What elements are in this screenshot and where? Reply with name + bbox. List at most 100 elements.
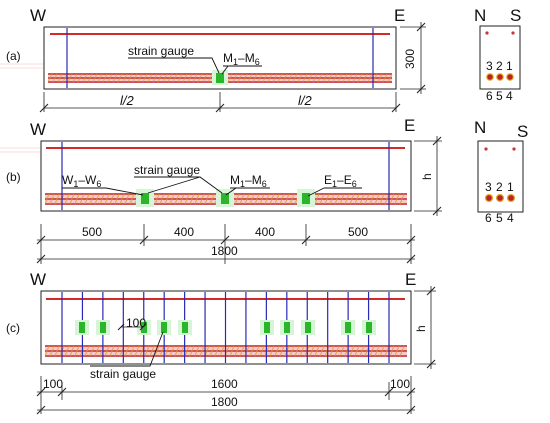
bar-hatch-line <box>177 73 183 83</box>
bar-hatch-line <box>299 345 305 357</box>
panel-c-strain-gauge <box>284 322 290 333</box>
panel-b-mid-leader <box>225 187 270 196</box>
bar-hatch-line <box>87 73 93 83</box>
bar-hatch-line <box>74 193 80 205</box>
bar-hatch-line <box>204 345 210 357</box>
panel-b-west-label: W <box>30 120 46 139</box>
bar-hatch-line <box>339 345 345 357</box>
bar-hatch-line <box>264 345 270 357</box>
panel-b-bar-number: 4 <box>507 211 514 225</box>
panel-c-strain-gauge <box>345 322 351 333</box>
bar-hatch-line <box>129 193 135 205</box>
panel-b: W E (b) strain gauge W1–W6 M1–M6 E1–E6 <box>0 116 528 264</box>
panel-b-west-gauge <box>141 193 149 204</box>
bar-hatch-line <box>362 73 368 83</box>
panel-a-west-label: W <box>30 6 46 25</box>
panel-b-total-tick <box>36 254 46 264</box>
bar-hatch-line <box>179 345 185 357</box>
panel-a-group-leader <box>221 65 262 75</box>
bar-hatch-line <box>294 345 300 357</box>
panel-b-section-top-bar <box>512 147 516 151</box>
panel-b-bar-number: 6 <box>485 211 492 225</box>
bar-hatch-line <box>247 73 253 83</box>
bar-hatch-line <box>367 73 373 83</box>
bar-hatch-line <box>164 193 170 205</box>
bar-hatch-line <box>379 345 385 357</box>
bar-hatch-line <box>374 193 380 205</box>
bar-hatch-line <box>372 73 378 83</box>
panel-c-segment-tick <box>57 387 67 397</box>
bar-hatch-line <box>84 193 90 205</box>
bar-hatch-line <box>119 193 125 205</box>
bar-hatch-line <box>249 345 255 357</box>
bar-hatch-line <box>357 73 363 83</box>
bar-hatch-line <box>54 345 60 357</box>
bar-hatch-line <box>394 193 400 205</box>
bar-hatch-line <box>197 73 203 83</box>
bar-hatch-line <box>342 73 348 83</box>
bar-hatch-line <box>54 193 60 205</box>
bar-hatch-line <box>354 193 360 205</box>
bar-hatch-line <box>269 193 275 205</box>
panel-c-strain-gauge <box>305 322 311 333</box>
bar-hatch-line <box>49 345 55 357</box>
panel-a-section-top-bar <box>485 31 489 35</box>
bar-hatch-line <box>382 73 388 83</box>
panel-b-gauge-label: strain gauge <box>134 163 200 177</box>
panel-a-section-bar <box>486 73 494 81</box>
bar-hatch-line <box>94 345 100 357</box>
panel-c-end-right: 100 <box>390 377 410 391</box>
panel-a-bar-number: 3 <box>486 59 493 73</box>
panel-c-height-tick <box>426 359 436 369</box>
panel-c-strain-gauge <box>161 322 167 333</box>
panel-b-group-east: E1–E6 <box>324 173 357 189</box>
panel-b-segment-tick <box>36 235 46 245</box>
panel-a-gauge-label: strain gauge <box>128 44 194 58</box>
bar-hatch-line <box>349 193 355 205</box>
bar-hatch-line <box>77 73 83 83</box>
bar-hatch-line <box>67 73 73 83</box>
bar-hatch-line <box>289 345 295 357</box>
bar-hatch-line <box>74 345 80 357</box>
bar-hatch-line <box>329 345 335 357</box>
panel-b-bar-number: 5 <box>496 211 503 225</box>
bar-hatch-line <box>302 73 308 83</box>
bar-hatch-line <box>104 193 110 205</box>
bar-hatch-line <box>274 345 280 357</box>
panel-c-spacing-tick <box>117 323 125 331</box>
panel-c-gauges <box>75 320 376 335</box>
bar-hatch-line <box>387 73 393 83</box>
bar-hatch-line <box>174 345 180 357</box>
panel-b-height-value: h <box>420 173 434 180</box>
panel-a-bar-number: 5 <box>496 89 503 103</box>
bar-hatch-line <box>232 73 238 83</box>
bar-hatch-line <box>117 73 123 83</box>
panel-b-bar-number: 3 <box>485 180 492 194</box>
panel-a-span-right: l/2 <box>298 93 313 108</box>
bar-hatch-line <box>307 73 313 83</box>
panel-a-cross-section: N S 3 2 1 6 5 4 <box>474 6 521 103</box>
panel-b-segment-tick <box>220 235 230 245</box>
bar-hatch-line <box>104 345 110 357</box>
panel-c-label: (c) <box>6 321 20 335</box>
panel-a: W E (a) strain gauge M1–M6 300 <box>0 6 521 113</box>
bar-hatch-line <box>274 193 280 205</box>
bar-hatch-line <box>259 193 265 205</box>
bar-hatch-line <box>314 193 320 205</box>
panel-c-strain-gauge <box>182 322 188 333</box>
panel-c-height-value: h <box>414 325 428 332</box>
panel-b-hatch <box>44 193 405 205</box>
bar-hatch-line <box>89 345 95 357</box>
bar-hatch-line <box>69 345 75 357</box>
panel-a-section-south: S <box>510 6 521 25</box>
panel-b-cross-section: N S 3 2 1 6 5 4 <box>474 118 528 225</box>
panel-c-middle: 1600 <box>211 377 238 391</box>
bar-hatch-line <box>292 73 298 83</box>
bar-hatch-line <box>269 345 275 357</box>
panel-b-bar-number: 2 <box>496 180 503 194</box>
bar-hatch-line <box>359 193 365 205</box>
bar-hatch-line <box>349 345 355 357</box>
bar-hatch-line <box>399 193 405 205</box>
bar-hatch-line <box>114 193 120 205</box>
panel-b-section-bar <box>507 194 516 203</box>
